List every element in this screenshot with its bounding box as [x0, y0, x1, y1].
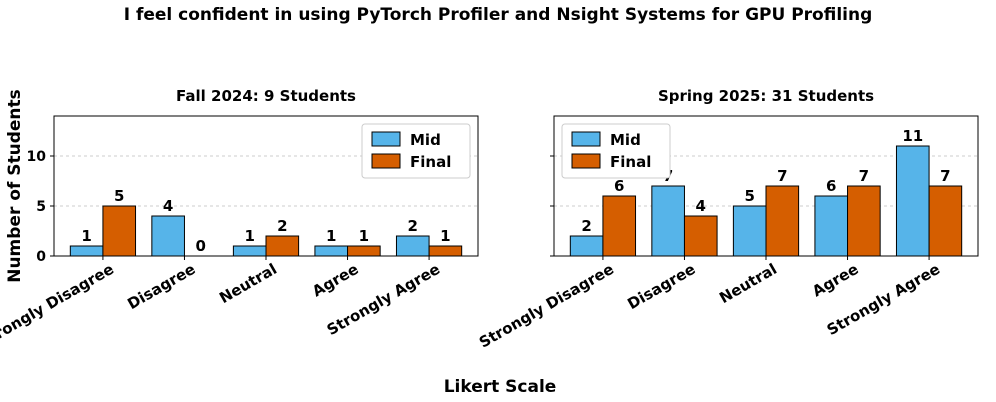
legend-label: Final [610, 153, 651, 171]
legend-label: Final [410, 153, 451, 171]
legend-label: Mid [610, 131, 641, 149]
data-label: 6 [826, 177, 836, 195]
bar-final-0 [102, 205, 137, 257]
x-tick-label: Neutral [716, 260, 780, 307]
bar-mid-3 [814, 195, 849, 257]
legend: Mid Final [561, 123, 671, 179]
data-label: 2 [408, 217, 418, 235]
data-label: 4 [696, 197, 706, 215]
legend-swatch [371, 131, 401, 147]
bar-final-2 [265, 235, 300, 257]
data-label: 5 [744, 187, 754, 205]
data-label: 5 [114, 187, 124, 205]
data-label: 4 [163, 197, 173, 215]
y-tick-label: 5 [36, 199, 46, 215]
bar-final-2 [765, 185, 800, 257]
x-tick-label: Disagree [124, 260, 198, 313]
bar-mid-2 [232, 245, 267, 257]
y-axis-label: Number of Students [5, 89, 25, 283]
x-axis-label: Likert Scale [444, 377, 557, 397]
bar-final-4 [428, 245, 463, 257]
data-label: 7 [859, 167, 869, 185]
bar-mid-1 [651, 185, 685, 257]
data-label: 2 [581, 217, 591, 235]
chart-title: Spring 2025: 31 Students [658, 87, 874, 105]
x-tick-label: Strongly Disagree [476, 260, 617, 352]
bar-final-1 [683, 215, 718, 257]
bar-mid-4 [395, 235, 430, 257]
legend-swatch [571, 131, 601, 147]
data-label: 2 [277, 217, 287, 235]
bar-mid-0 [569, 235, 604, 257]
data-label: 1 [326, 227, 336, 245]
figure-title: I feel confident in using PyTorch Profil… [124, 5, 873, 25]
x-tick-label: Agree [309, 260, 361, 301]
data-label: 1 [81, 227, 91, 245]
y-tick-label: 0 [36, 249, 46, 265]
data-label: 1 [359, 227, 369, 245]
bar-mid-3 [314, 245, 349, 257]
legend-label: Mid [410, 131, 441, 149]
data-label: 1 [244, 227, 254, 245]
data-label: 1 [440, 227, 450, 245]
bar-final-4 [928, 185, 963, 257]
x-tick-label: Neutral [216, 260, 280, 307]
chart-title: Fall 2024: 9 Students [176, 87, 356, 105]
bar-final-0 [602, 195, 637, 257]
bar-mid-0 [69, 245, 104, 257]
data-label: 7 [777, 167, 787, 185]
legend-swatch [571, 153, 601, 169]
bar-final-3 [847, 185, 881, 257]
data-label: 6 [614, 177, 624, 195]
data-label: 11 [902, 127, 923, 145]
bar-mid-1 [151, 215, 185, 257]
bar-final-3 [347, 245, 381, 257]
x-tick-label: Agree [809, 260, 861, 301]
bar-mid-2 [732, 205, 767, 257]
bar-mid-4 [895, 145, 930, 257]
x-tick-label: Disagree [624, 260, 698, 313]
data-label: 0 [196, 237, 206, 255]
y-tick-label: 10 [27, 149, 47, 165]
legend-swatch [371, 153, 401, 169]
chart-spring-2025: Spring 2025: 31 Students27561164777Stron… [476, 87, 979, 352]
data-label: 7 [940, 167, 950, 185]
legend: Mid Final [361, 123, 471, 179]
